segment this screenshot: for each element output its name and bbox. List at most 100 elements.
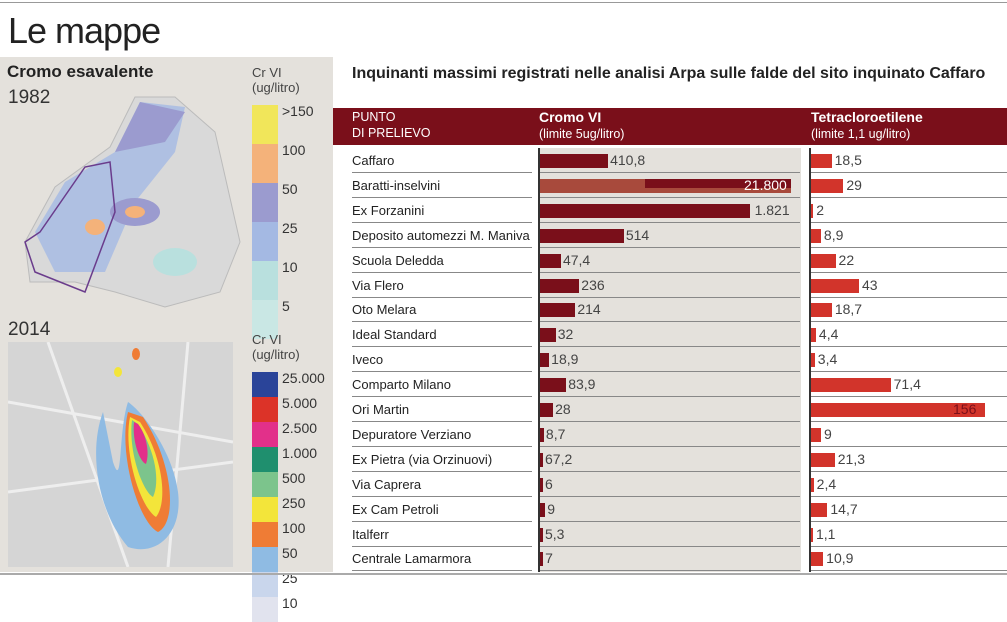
legend-swatch xyxy=(252,522,278,547)
row-divider xyxy=(352,421,532,422)
table-row: Ori Martin 28 156 xyxy=(352,397,1007,422)
cromo-value: 32 xyxy=(557,326,574,343)
table-row: Italferr 5,3 1,1 xyxy=(352,522,1007,547)
tetra-bar xyxy=(811,452,835,467)
cromo-bar xyxy=(540,353,550,368)
row-divider xyxy=(352,445,532,447)
row-label: Centrale Lamarmora xyxy=(352,551,472,567)
cromo-value: 514 xyxy=(625,226,650,243)
cromo-bar xyxy=(540,328,556,343)
row-divider xyxy=(352,520,532,522)
tetra-value: 14,7 xyxy=(830,500,858,517)
header-cromo: Cromo VI xyxy=(539,109,602,125)
row-divider xyxy=(352,470,532,472)
row-divider xyxy=(352,296,532,298)
legend-label: 50 xyxy=(282,545,298,561)
row-divider xyxy=(352,172,532,173)
legend-label: >150 xyxy=(282,103,314,119)
cromo-bar xyxy=(645,178,791,188)
cromo-column-bg xyxy=(538,148,801,572)
maps-heading: Cromo esavalente xyxy=(7,62,154,81)
row-divider xyxy=(352,246,532,248)
row-label: Ex Cam Petroli xyxy=(352,501,439,517)
legend-title: Cr VI xyxy=(252,332,282,347)
row-label: Comparto Milano xyxy=(352,377,451,393)
row-divider xyxy=(352,221,532,223)
legend-swatch xyxy=(252,183,278,222)
legend-label: 50 xyxy=(282,181,298,197)
tetra-value: 2 xyxy=(816,201,825,218)
cromo-bar xyxy=(540,452,543,467)
row-divider xyxy=(352,321,532,323)
row-divider xyxy=(811,246,1007,248)
cromo-value: 47,4 xyxy=(562,251,591,268)
tetra-value: 21,3 xyxy=(837,450,865,467)
cromo-value: 6 xyxy=(545,475,553,492)
maps-panel: Cromo esavalente 1982 Cr VI (ug/litro) >1… xyxy=(0,57,333,622)
row-divider xyxy=(811,296,1007,298)
row-divider xyxy=(540,221,800,223)
row-divider xyxy=(540,271,800,273)
row-label: Caffaro xyxy=(352,153,395,168)
cromo-bar xyxy=(540,228,624,243)
row-label: Ideal Standard xyxy=(352,327,437,343)
legend-label: 100 xyxy=(282,142,306,158)
table-row: Ex Cam Petroli 9 14,7 xyxy=(352,497,1007,522)
tetra-bar xyxy=(811,378,891,393)
row-divider xyxy=(540,570,800,572)
cromo-axis xyxy=(538,148,540,572)
tetra-value: 4,4 xyxy=(818,326,839,343)
row-divider xyxy=(352,545,532,547)
row-divider xyxy=(352,196,532,198)
row-divider xyxy=(811,196,1007,198)
row-divider xyxy=(811,421,1007,422)
table-row: Ex Pietra (via Orzinuovi) 67,2 21,3 xyxy=(352,447,1007,472)
row-divider xyxy=(811,221,1007,223)
row-divider xyxy=(811,396,1007,398)
row-divider xyxy=(811,271,1007,273)
row-label: Deposito automezzi M. Maniva xyxy=(352,227,530,243)
legend-label: 1.000 xyxy=(282,445,318,461)
legend-label: 25.000 xyxy=(282,370,325,386)
header-point-2: DI PRELIEVO xyxy=(352,126,431,140)
table-header: PUNTO DI PRELIEVO Cromo VI (limite 5ug/l… xyxy=(333,108,1007,145)
table-row: Via Flero 236 43 xyxy=(352,273,1007,298)
row-divider xyxy=(811,371,1007,373)
tetra-value: 156 xyxy=(953,401,977,417)
row-divider xyxy=(811,520,1007,522)
tetra-bar xyxy=(811,278,859,293)
row-divider xyxy=(352,346,532,348)
legend-unit: (ug/litro) xyxy=(252,347,300,362)
tetra-bar xyxy=(811,477,814,492)
tetra-value: 1,1 xyxy=(816,525,836,542)
cromo-value: 236 xyxy=(581,276,605,293)
row-label: Iveco xyxy=(352,352,384,368)
row-divider xyxy=(540,296,800,298)
tetra-bar xyxy=(811,303,832,318)
row-label: Baratti-inselvini xyxy=(352,177,441,193)
cromo-value: 8,7 xyxy=(545,425,566,442)
cromo-bar xyxy=(540,253,561,268)
map-2014-year: 2014 xyxy=(8,319,51,340)
legend-swatch xyxy=(252,105,278,144)
row-divider xyxy=(352,271,532,273)
row-divider xyxy=(811,495,1007,497)
row-divider xyxy=(540,445,800,447)
row-divider xyxy=(540,371,800,373)
table-row: Deposito automezzi M. Maniva 514 8,9 xyxy=(352,223,1007,248)
cromo-value: 5,3 xyxy=(545,525,565,542)
tetra-value: 22 xyxy=(838,251,855,268)
legend-label: 100 xyxy=(282,520,306,536)
header-point-1: PUNTO xyxy=(352,110,396,124)
cromo-bar xyxy=(540,477,543,492)
top-rule xyxy=(0,2,1007,3)
cromo-value: 21.800 xyxy=(744,176,787,193)
legend-title: Cr VI xyxy=(252,65,282,80)
row-label: Ex Forzanini xyxy=(352,202,425,218)
table-title: Inquinanti massimi registrati nelle anal… xyxy=(352,65,986,82)
legend-swatch xyxy=(252,447,278,472)
tetra-bar xyxy=(811,253,836,268)
header-tetra-limit: (limite 1,1 ug/litro) xyxy=(811,127,911,141)
cromo-bar xyxy=(540,403,554,417)
cromo-bar xyxy=(540,154,609,168)
